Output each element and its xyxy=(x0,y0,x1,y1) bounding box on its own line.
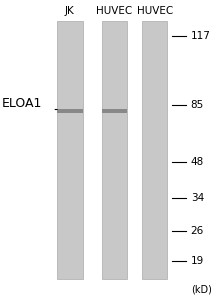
Text: HUVEC: HUVEC xyxy=(137,6,173,16)
Bar xyxy=(102,109,127,113)
Text: 34: 34 xyxy=(191,193,204,203)
Text: ELOA1: ELOA1 xyxy=(2,97,43,110)
Bar xyxy=(57,21,83,279)
Text: 19: 19 xyxy=(191,256,204,266)
Text: 117: 117 xyxy=(191,31,211,41)
Text: 48: 48 xyxy=(191,157,204,167)
Text: HUVEC: HUVEC xyxy=(96,6,133,16)
Text: JK: JK xyxy=(65,6,75,16)
Text: 26: 26 xyxy=(191,226,204,236)
Bar xyxy=(142,21,167,279)
Bar xyxy=(57,109,83,113)
Bar xyxy=(102,21,127,279)
Text: (kD): (kD) xyxy=(191,284,211,295)
Text: 85: 85 xyxy=(191,100,204,110)
